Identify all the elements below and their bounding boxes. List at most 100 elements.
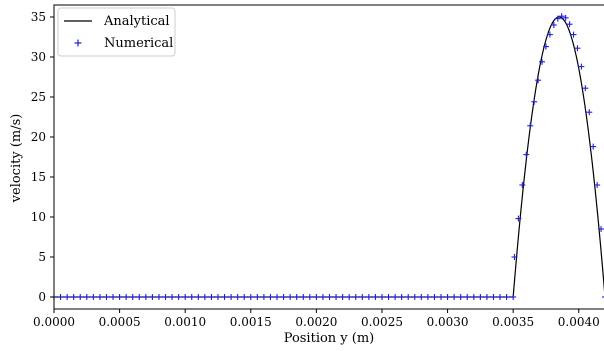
numerical-point	[195, 294, 202, 300]
numerical-point	[300, 294, 307, 300]
numerical-point	[562, 14, 569, 21]
numerical-point	[339, 294, 346, 300]
numerical-point	[123, 294, 130, 300]
numerical-point	[578, 63, 585, 70]
x-tick-label: 0.0030	[427, 315, 469, 329]
numerical-point	[129, 294, 136, 300]
numerical-point	[519, 182, 526, 188]
x-tick-label: 0.0020	[295, 315, 337, 329]
numerical-point	[574, 45, 581, 52]
x-tick-label: 0.0035	[492, 315, 534, 329]
numerical-point	[431, 294, 438, 300]
numerical-point	[511, 254, 518, 260]
numerical-point	[418, 294, 425, 300]
numerical-point	[241, 294, 248, 300]
numerical-point	[90, 294, 97, 300]
numerical-point	[527, 122, 534, 129]
numerical-point	[103, 294, 110, 300]
y-tick-label: 10	[31, 210, 46, 224]
numerical-point	[64, 294, 71, 300]
numerical-point	[313, 294, 320, 300]
numerical-point	[470, 294, 477, 300]
numerical-point	[274, 294, 281, 300]
x-tick-label: 0.0015	[230, 315, 272, 329]
numerical-point	[70, 294, 77, 300]
numerical-point	[598, 226, 604, 232]
numerical-point	[558, 13, 565, 20]
x-tick-label: 0.0025	[361, 315, 403, 329]
numerical-point	[142, 294, 149, 300]
x-tick-label: 0.0040	[558, 315, 600, 329]
numerical-markers	[51, 13, 604, 300]
numerical-point	[116, 294, 123, 300]
numerical-point	[424, 294, 431, 300]
numerical-point	[535, 77, 542, 84]
numerical-point	[451, 294, 458, 300]
legend: Analytical Numerical	[57, 7, 176, 57]
numerical-point	[208, 294, 215, 300]
numerical-point	[542, 43, 549, 50]
numerical-point	[594, 182, 601, 188]
numerical-point	[214, 294, 221, 300]
numerical-point	[260, 294, 267, 300]
numerical-point	[503, 294, 510, 300]
numerical-point	[162, 294, 169, 300]
numerical-point	[539, 58, 546, 65]
numerical-point	[554, 15, 561, 22]
numerical-point	[149, 294, 156, 300]
numerical-point	[550, 22, 557, 28]
x-axis-label: Position y (m)	[284, 331, 375, 346]
numerical-point	[293, 294, 300, 300]
x-tick-label: 0.0000	[33, 315, 75, 329]
numerical-point	[438, 294, 445, 300]
numerical-point	[221, 294, 228, 300]
numerical-point	[110, 294, 117, 300]
y-axis-ticks: 0 5 10 15 20 25 30 35	[31, 10, 54, 304]
legend-analytical-label: Analytical	[103, 14, 170, 29]
plot-frame	[53, 4, 604, 310]
numerical-point	[77, 294, 84, 300]
legend-numerical-label: Numerical	[104, 36, 173, 51]
x-tick-label: 0.0010	[164, 315, 206, 329]
plot-area	[51, 13, 604, 300]
y-tick-label: 15	[31, 170, 46, 184]
y-tick-label: 5	[38, 250, 46, 264]
numerical-point	[411, 294, 418, 300]
numerical-point	[372, 294, 379, 300]
x-axis-ticks: 0.0000 0.0005 0.0010 0.0015 0.0020 0.0025 0.00…	[33, 309, 600, 329]
numerical-point	[306, 294, 313, 300]
y-tick-label: 30	[31, 50, 46, 64]
numerical-point	[57, 294, 64, 300]
numerical-point	[201, 294, 208, 300]
numerical-point	[136, 294, 143, 300]
numerical-point	[523, 151, 530, 158]
numerical-point	[378, 294, 385, 300]
numerical-point	[515, 215, 522, 222]
legend-numerical-swatch	[74, 39, 82, 47]
numerical-point	[267, 294, 274, 300]
numerical-point	[582, 85, 589, 92]
numerical-point	[586, 109, 593, 116]
numerical-point	[483, 294, 490, 300]
numerical-point	[188, 294, 195, 300]
numerical-point	[352, 294, 359, 300]
numerical-point	[254, 294, 261, 300]
y-tick-label: 25	[31, 90, 46, 104]
legend-box	[57, 7, 176, 57]
numerical-point	[566, 21, 573, 28]
numerical-point	[280, 294, 287, 300]
numerical-point	[175, 294, 182, 300]
numerical-point	[602, 296, 604, 298]
numerical-point	[319, 294, 326, 300]
numerical-point	[365, 294, 372, 300]
y-tick-label: 20	[31, 130, 46, 144]
numerical-point	[247, 294, 254, 300]
numerical-point	[444, 294, 451, 300]
numerical-point	[359, 294, 366, 300]
numerical-point	[182, 294, 189, 300]
numerical-point	[497, 294, 504, 300]
numerical-point	[228, 294, 235, 300]
numerical-point	[83, 294, 90, 300]
